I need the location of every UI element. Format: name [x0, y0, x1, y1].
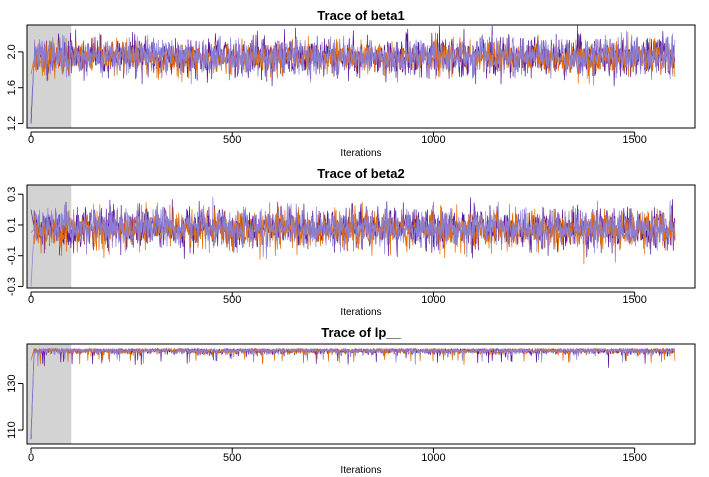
- x-tick-label: 500: [223, 452, 241, 464]
- trace-panel-beta1: Trace of beta1 0 500 1000 1500 Iterations 1.2 1…: [6, 8, 696, 159]
- y-tick-label: 0.3: [6, 187, 18, 202]
- chart-title: Trace of lp__: [321, 325, 401, 340]
- chain-3-line: [30, 30, 676, 115]
- x-tick-label: 1500: [622, 294, 646, 306]
- plot-frame: [26, 343, 696, 445]
- y-tick-label: 1.6: [6, 80, 18, 95]
- y-tick-label: -0.3: [6, 277, 18, 296]
- x-tick-label: 1000: [421, 134, 445, 146]
- y-tick-label: 0.1: [6, 217, 18, 232]
- x-tick-label: 1000: [421, 452, 445, 464]
- x-axis-label: Iterations: [340, 148, 381, 159]
- x-tick-label: 1000: [421, 294, 445, 306]
- x-tick-label: 1500: [622, 452, 646, 464]
- x-axis-label: Iterations: [340, 307, 381, 318]
- chart-title: Trace of beta1: [317, 8, 404, 23]
- plot-frame: [26, 24, 696, 129]
- x-tick-label: 0: [28, 294, 34, 306]
- chart-title: Trace of beta2: [317, 166, 404, 181]
- trace-panel-beta2: Trace of beta2 0 500 1000 1500 Iterations -0.3…: [6, 166, 696, 318]
- x-tick-label: 0: [28, 452, 34, 464]
- x-axis-label: Iterations: [340, 465, 381, 476]
- x-tick-label: 500: [223, 134, 241, 146]
- x-tick-label: 500: [223, 294, 241, 306]
- y-tick-label: 110: [6, 421, 18, 439]
- plot-frame: [26, 184, 696, 289]
- x-tick-label: 0: [28, 134, 34, 146]
- y-tick-label: 130: [6, 374, 18, 392]
- y-tick-label: -0.1: [6, 246, 18, 265]
- chain-3-line: [30, 196, 676, 287]
- trace-panel-lp: Trace of lp__ 0 500 1000 1500 Iterations 110 13…: [6, 325, 696, 476]
- chain-1-line: [30, 347, 676, 440]
- y-tick-label: 1.2: [6, 116, 18, 131]
- warmup-region: [27, 25, 72, 128]
- y-tick-label: 2.0: [6, 44, 18, 59]
- chain-3-line: [30, 347, 676, 435]
- x-tick-label: 1500: [622, 134, 646, 146]
